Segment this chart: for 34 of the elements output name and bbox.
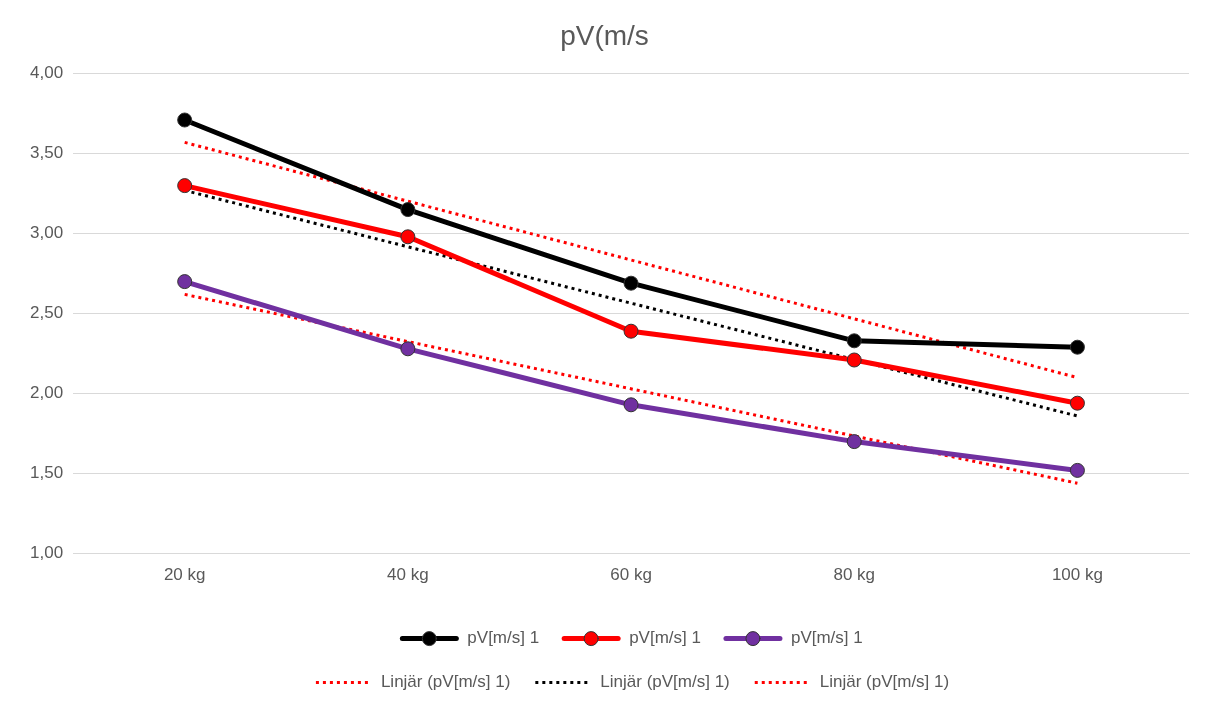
point <box>846 434 862 450</box>
point <box>623 397 639 413</box>
x-tick-label: 80 kg <box>833 565 876 585</box>
point <box>1069 395 1085 411</box>
y-tick-label: 1,50 <box>29 463 64 483</box>
y-tick-label: 1,00 <box>29 543 64 563</box>
point <box>177 178 193 194</box>
point <box>177 112 193 128</box>
point <box>177 274 193 290</box>
y-tick-label: 2,00 <box>29 383 64 403</box>
point <box>846 352 862 368</box>
legend-label: pV[m/s] 1 <box>790 628 863 648</box>
x-tick-label: 20 kg <box>163 565 206 585</box>
x-tick-label: 40 kg <box>387 565 429 585</box>
point <box>623 275 639 291</box>
legend-label: pV[m/s] 1 <box>467 628 540 648</box>
x-tick-label: 60 kg <box>610 565 652 585</box>
point <box>623 323 639 339</box>
point <box>846 333 862 349</box>
point <box>400 341 416 357</box>
point <box>1069 339 1085 355</box>
x-tick-label: 100 kg <box>1051 565 1103 585</box>
point <box>400 202 416 218</box>
legend-label: Linjär (pV[m/s] 1) <box>819 672 950 692</box>
point <box>1069 462 1085 478</box>
y-tick-label: 3,50 <box>29 143 64 163</box>
y-tick-label: 2,50 <box>29 303 64 323</box>
y-tick-label: 4,00 <box>29 63 64 83</box>
y-tick-label: 3,00 <box>29 223 64 243</box>
chart-title: pV(m/s <box>560 19 649 51</box>
point <box>400 229 416 245</box>
legend-label: Linjär (pV[m/s] 1) <box>380 672 511 692</box>
legend-label: Linjär (pV[m/s] 1) <box>600 672 730 692</box>
legend-label: pV[m/s] 1 <box>629 628 701 648</box>
